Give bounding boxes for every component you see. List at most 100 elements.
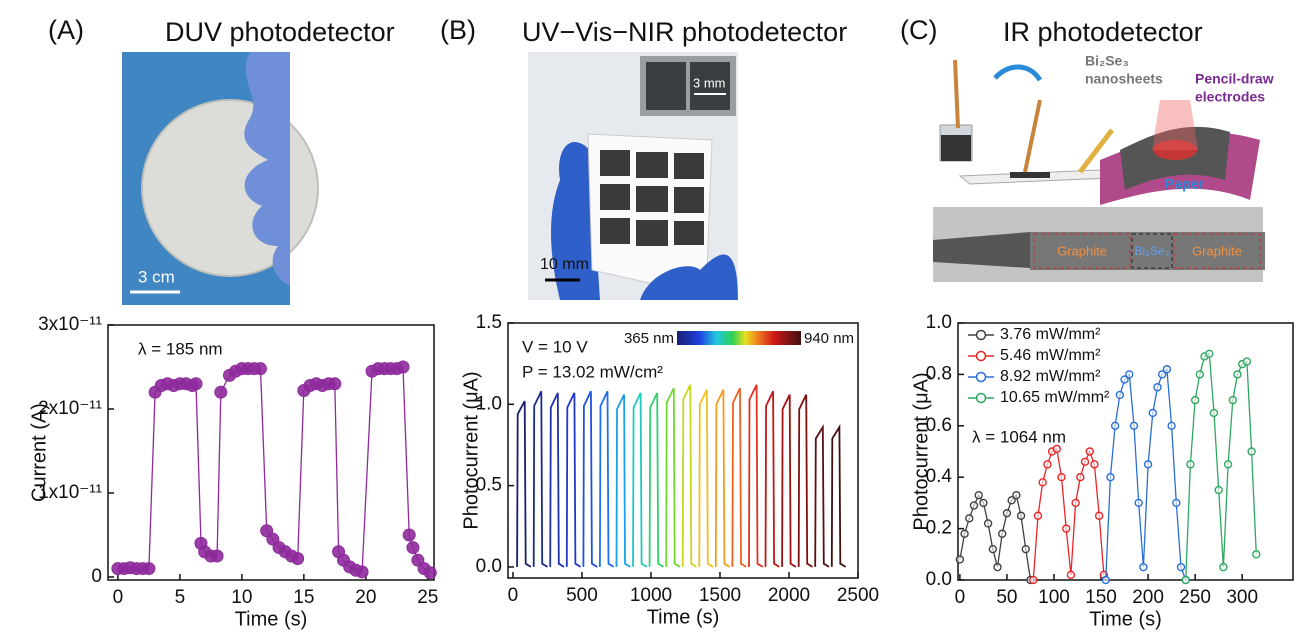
data-line [749, 385, 763, 567]
data-point [1082, 458, 1089, 465]
annotation: Paper [1165, 176, 1204, 192]
data-point [1192, 397, 1199, 404]
panel-label: (C) [900, 15, 937, 45]
data-point [215, 386, 227, 398]
y-tick-label: 1.0 [926, 312, 952, 333]
x-axis-title: Time (s) [235, 608, 308, 630]
data-line [583, 391, 597, 567]
data-point [980, 499, 987, 506]
data-line [650, 393, 664, 567]
data-point [994, 564, 1001, 571]
data-point [1140, 564, 1147, 571]
data-point [1030, 577, 1037, 584]
illustration-c: Bi₂Se₃ nanosheets Pencil-draw electrodes… [933, 53, 1274, 282]
data-point [190, 378, 202, 390]
data-line [567, 393, 581, 567]
data-point [1086, 448, 1093, 455]
data-point [989, 546, 996, 553]
data-point [1182, 577, 1189, 584]
data-line [517, 401, 531, 567]
data-point [1149, 409, 1156, 416]
x-tick-label: 25 [417, 587, 438, 608]
data-point [1130, 422, 1137, 429]
data-point [1225, 461, 1232, 468]
x-tick-label: 10 [231, 587, 252, 608]
data-point [1077, 474, 1084, 481]
legend-marker [977, 373, 986, 382]
annotation: Bi₂Se₃ [1135, 244, 1170, 258]
data-point [1210, 409, 1217, 416]
data-point [970, 502, 977, 509]
x-tick-label: 100 [1038, 587, 1070, 608]
legend-label: 5.46 mW/mm² [1000, 347, 1101, 364]
legend-label: 8.92 mW/mm² [1000, 368, 1101, 385]
data-point [1163, 366, 1170, 373]
legend-marker [977, 394, 986, 403]
data-line [1033, 449, 1104, 580]
data-point [966, 515, 973, 522]
data-point [1107, 474, 1114, 481]
data-line [782, 395, 796, 567]
data-point [1044, 461, 1051, 468]
data-point [1039, 479, 1046, 486]
data-point [1168, 422, 1175, 429]
annotation: electrodes [1195, 89, 1265, 105]
y-axis-title: Photocurrent (μA) [460, 371, 482, 529]
data-point [1187, 461, 1194, 468]
data-point [1173, 499, 1180, 506]
data-point [1178, 564, 1185, 571]
data-point [1220, 564, 1227, 571]
x-tick-label: 1500 [699, 585, 741, 606]
photo-b: 3 mm 10 mm [528, 52, 738, 300]
data-line [815, 427, 829, 567]
data-point [407, 542, 419, 554]
data-point [956, 556, 963, 563]
scale-label: 3 mm [693, 75, 726, 90]
data-line [617, 395, 631, 567]
scale-label: 10 mm [540, 256, 589, 273]
data-point [1112, 422, 1119, 429]
panel-label: (B) [440, 15, 476, 45]
x-tick-label: 150 [1085, 587, 1117, 608]
x-tick-label: 2000 [768, 585, 810, 606]
x-tick-label: 50 [996, 587, 1017, 608]
x-tick-label: 0 [508, 585, 519, 606]
annotation: Graphite [1192, 243, 1242, 258]
data-point [1102, 577, 1109, 584]
data-point [1058, 474, 1065, 481]
annotation: V = 10 V [522, 337, 588, 356]
x-axis-title: Time (s) [1089, 608, 1162, 630]
data-point [985, 520, 992, 527]
colorbar-label: 940 nm [804, 330, 854, 347]
data-point [1196, 371, 1203, 378]
x-tick-label: 500 [566, 585, 598, 606]
legend-marker [977, 352, 986, 361]
data-point [1022, 546, 1029, 553]
data-point [403, 529, 415, 541]
data-point [1248, 448, 1255, 455]
data-line [732, 388, 746, 567]
data-point [356, 566, 368, 578]
x-tick-label: 5 [175, 587, 186, 608]
data-point [1067, 571, 1074, 578]
data-point [1072, 499, 1079, 506]
data-point [999, 530, 1006, 537]
data-point [1229, 397, 1236, 404]
data-point [961, 530, 968, 537]
y-tick-label: 0 [91, 566, 102, 587]
x-tick-label: 1000 [630, 585, 672, 606]
data-line [534, 391, 548, 567]
panel-title: IR photodetector [1003, 17, 1203, 47]
data-point [1145, 461, 1152, 468]
legend-marker [977, 331, 986, 340]
annotation: Pencil-draw [1195, 71, 1274, 87]
scale-label: 3 cm [138, 267, 175, 286]
annotation: Bi₂Se₃ [1085, 53, 1129, 69]
x-tick-label: 15 [293, 587, 314, 608]
data-line [666, 388, 680, 567]
data-point [1034, 512, 1041, 519]
figure: (A) DUV photodetector (B) UV−Vis−NIR pho… [0, 0, 1311, 632]
data-point [1018, 512, 1025, 519]
y-axis-title: Photocurrent (μA) [910, 372, 932, 530]
data-point [1096, 512, 1103, 519]
